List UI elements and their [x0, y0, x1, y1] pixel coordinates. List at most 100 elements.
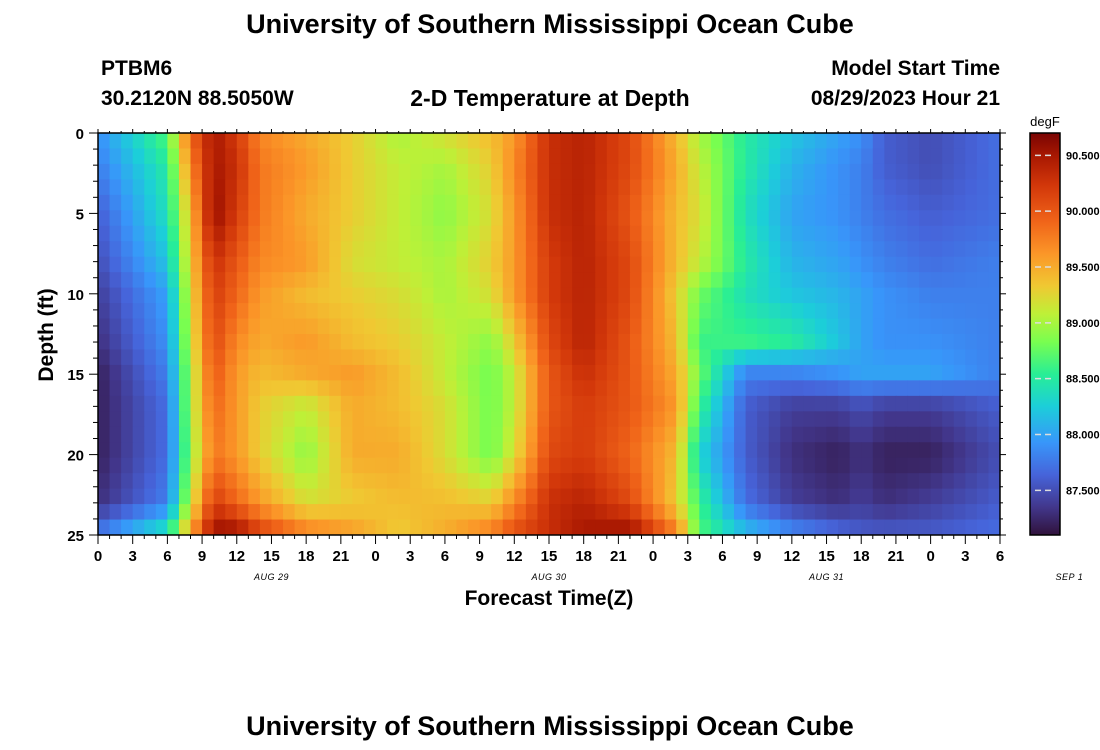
heatmap-cell — [410, 364, 423, 381]
heatmap-cell — [953, 349, 966, 366]
heatmap-cell — [410, 148, 423, 165]
x-tick-label: 9 — [753, 548, 761, 565]
heatmap-cell — [791, 318, 805, 335]
heatmap-cell — [884, 194, 897, 211]
heatmap-cell — [930, 349, 943, 366]
heatmap-cell — [722, 395, 735, 412]
heatmap-cell — [167, 179, 180, 196]
heatmap-cell — [155, 148, 168, 165]
heatmap-cell — [132, 426, 145, 443]
heatmap-cell — [942, 395, 955, 412]
heatmap-cell — [444, 457, 458, 474]
heatmap-cell — [791, 364, 805, 381]
heatmap-cell — [421, 364, 434, 381]
heatmap-cell — [595, 488, 608, 505]
heatmap-cell — [965, 133, 978, 150]
heatmap-cell — [259, 287, 273, 304]
heatmap-cell — [768, 334, 781, 351]
heatmap-cell — [907, 133, 920, 150]
heatmap-cell — [178, 349, 192, 366]
heatmap-cell — [629, 241, 643, 258]
heatmap-cell — [953, 287, 966, 304]
heatmap-cell — [838, 380, 851, 397]
heatmap-cell — [803, 457, 816, 474]
heatmap-cell — [121, 442, 134, 459]
heatmap-cell — [155, 334, 168, 351]
heatmap-cell — [676, 334, 689, 351]
heatmap-cell — [468, 488, 481, 505]
heatmap-cell — [745, 225, 758, 242]
heatmap-cell — [641, 519, 654, 535]
heatmap-cell — [178, 303, 192, 320]
heatmap-cell — [861, 349, 874, 366]
heatmap-cell — [514, 426, 527, 443]
heatmap-cell — [919, 148, 932, 165]
heatmap-cell — [178, 148, 192, 165]
heatmap-cell — [178, 194, 192, 211]
heatmap-cell — [953, 163, 966, 180]
heatmap-cell — [225, 179, 238, 196]
heatmap-cell — [329, 163, 342, 180]
heatmap-cell — [791, 504, 805, 521]
heatmap-cell — [537, 179, 550, 196]
heatmap-cell — [664, 133, 677, 150]
heatmap-cell — [109, 488, 122, 505]
heatmap-cell — [687, 318, 700, 335]
heatmap-cell — [283, 488, 296, 505]
heatmap-cell — [664, 241, 677, 258]
heatmap-cell — [236, 210, 249, 227]
heatmap-cell — [525, 395, 539, 412]
heatmap-cell — [606, 426, 619, 443]
main-title: University of Southern Mississippi Ocean… — [246, 9, 854, 39]
heatmap-cell — [687, 488, 700, 505]
heatmap-cell — [410, 272, 423, 289]
heatmap-cell — [919, 133, 932, 150]
heatmap-cell — [456, 395, 469, 412]
heatmap-cell — [283, 179, 296, 196]
heatmap-cell — [768, 457, 781, 474]
heatmap-cell — [537, 287, 550, 304]
heatmap-cell — [306, 318, 319, 335]
heatmap-cell — [976, 380, 990, 397]
heatmap-cell — [502, 256, 515, 273]
heatmap-cell — [213, 488, 226, 505]
heatmap-cell — [502, 519, 515, 535]
heatmap-cell — [236, 380, 249, 397]
heatmap-cell — [167, 380, 180, 397]
heatmap-cell — [363, 364, 377, 381]
heatmap-cell — [907, 519, 920, 535]
heatmap-cell — [236, 225, 249, 242]
heatmap-cell — [826, 364, 839, 381]
heatmap-cell — [283, 287, 296, 304]
heatmap-cell — [259, 194, 273, 211]
heatmap-cell — [352, 241, 365, 258]
heatmap-cell — [803, 334, 816, 351]
heatmap-cell — [595, 411, 608, 428]
heatmap-cell — [398, 457, 411, 474]
heatmap-cell — [468, 473, 481, 490]
heatmap-cell — [699, 442, 712, 459]
heatmap-cell — [734, 194, 747, 211]
heatmap-cell — [98, 148, 111, 165]
heatmap-cell — [549, 272, 562, 289]
heatmap-cell — [121, 241, 134, 258]
heatmap-cell — [178, 504, 192, 521]
heatmap-cell — [606, 287, 619, 304]
heatmap-cell — [329, 256, 342, 273]
heatmap-cell — [595, 256, 608, 273]
heatmap-cell — [294, 210, 307, 227]
heatmap-cell — [387, 334, 400, 351]
heatmap-cell — [132, 241, 145, 258]
heatmap-cell — [283, 133, 296, 150]
heatmap-cell — [213, 426, 226, 443]
heatmap-cell — [248, 210, 261, 227]
heatmap-cell — [259, 411, 273, 428]
heatmap-cell — [687, 272, 700, 289]
heatmap-cell — [676, 272, 689, 289]
heatmap-cell — [155, 241, 168, 258]
heatmap-cell — [734, 318, 747, 335]
heatmap-cell — [988, 287, 1000, 304]
heatmap-cell — [687, 256, 700, 273]
heatmap-cell — [606, 272, 619, 289]
heatmap-cell — [965, 179, 978, 196]
